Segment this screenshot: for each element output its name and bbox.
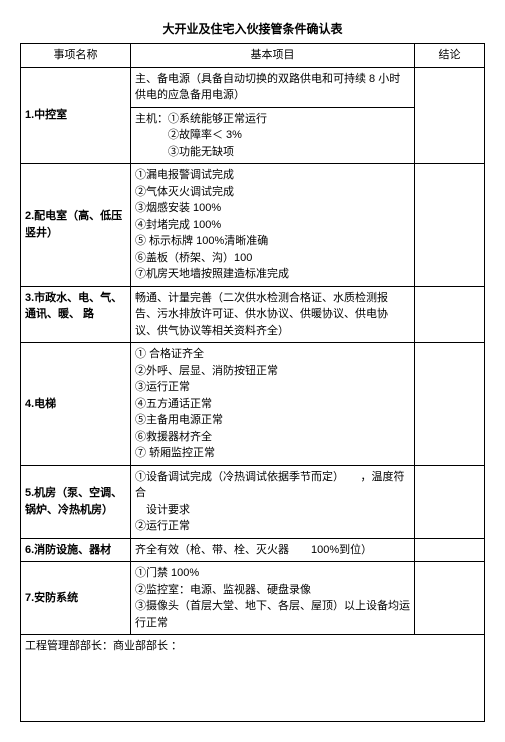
conclusion-cell (415, 538, 485, 562)
conclusion-cell (415, 286, 485, 343)
item-name: 3.市政水、电、气、通讯、暖、 路 (21, 286, 131, 343)
conclusion-cell (415, 465, 485, 538)
item-cell: 齐全有效（枪、带、栓、灭火器 100%到位） (131, 538, 415, 562)
item-cell: ①设备调试完成（冷热调试依据季节而定） ，温度符合 设计要求②运行正常 (131, 465, 415, 538)
item-name: 7.安防系统 (21, 562, 131, 635)
item-name: 2.配电室（高、低压 竖井） (21, 164, 131, 287)
header-row: 事项名称 基本项目 结论 (21, 44, 485, 68)
confirmation-table: 事项名称 基本项目 结论 1.中控室 主、备电源（具备自动切换的双路供电和可持续… (20, 43, 485, 722)
table-row: 4.电梯 ① 合格证齐全②外呼、层显、消防按钮正常③运行正常④五方通话正常⑤主备… (21, 343, 485, 466)
table-row: 7.安防系统 ①门禁 100%②监控室：电源、监视器、硬盘录像③摄像头（首层大堂… (21, 562, 485, 635)
item-cell: 主机：①系统能够正常运行 ②故障率＜ 3% ③功能无缺项 (131, 107, 415, 164)
table-row: 5.机房（泵、空调、锅炉、冷热机房） ①设备调试完成（冷热调试依据季节而定） ，… (21, 465, 485, 538)
table-row: 1.中控室 主、备电源（具备自动切换的双路供电和可持续 8 小时供电的应急备用电… (21, 67, 485, 107)
item-cell: ①门禁 100%②监控室：电源、监视器、硬盘录像③摄像头（首层大堂、地下、各层、… (131, 562, 415, 635)
conclusion-cell (415, 67, 485, 164)
table-row: 3.市政水、电、气、通讯、暖、 路 畅通、计量完善（二次供水检测合格证、水质检测… (21, 286, 485, 343)
header-col2: 基本项目 (131, 44, 415, 68)
conclusion-cell (415, 164, 485, 287)
item-name: 6.消防设施、器材 (21, 538, 131, 562)
conclusion-cell (415, 343, 485, 466)
item-cell: 主、备电源（具备自动切换的双路供电和可持续 8 小时供电的应急备用电源） (131, 67, 415, 107)
item-cell: ① 合格证齐全②外呼、层显、消防按钮正常③运行正常④五方通话正常⑤主备用电源正常… (131, 343, 415, 466)
item-cell: ①漏电报警调试完成②气体灭火调试完成③烟感安装 100%④封堵完成 100%⑤ … (131, 164, 415, 287)
item-cell: 畅通、计量完善（二次供水检测合格证、水质检测报 告、污水排放许可证、供水协议、供… (131, 286, 415, 343)
header-col3: 结论 (415, 44, 485, 68)
conclusion-cell (415, 562, 485, 635)
item-name: 4.电梯 (21, 343, 131, 466)
page-title: 大开业及住宅入伙接管条件确认表 (20, 20, 485, 37)
item-name: 5.机房（泵、空调、锅炉、冷热机房） (21, 465, 131, 538)
footer-row: 工程管理部部长：商业部部长 ： (21, 635, 485, 722)
table-row: 2.配电室（高、低压 竖井） ①漏电报警调试完成②气体灭火调试完成③烟感安装 1… (21, 164, 485, 287)
footer-cell: 工程管理部部长：商业部部长 ： (21, 635, 485, 722)
item-name: 1.中控室 (21, 67, 131, 164)
header-col1: 事项名称 (21, 44, 131, 68)
table-row: 6.消防设施、器材 齐全有效（枪、带、栓、灭火器 100%到位） (21, 538, 485, 562)
